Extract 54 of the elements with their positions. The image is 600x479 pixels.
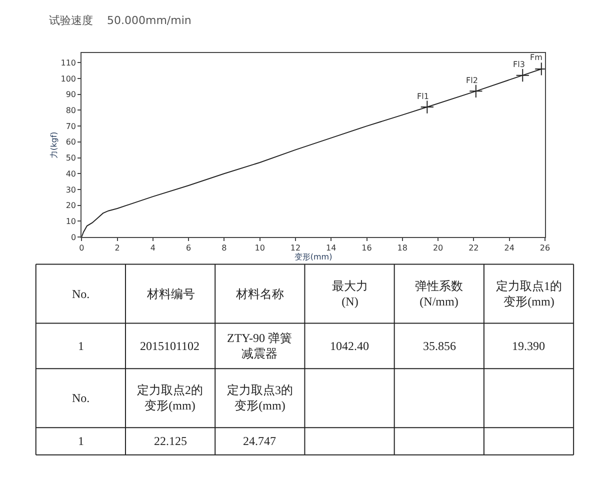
point — [469, 84, 483, 98]
annotation: Fl2 — [466, 76, 478, 85]
x-tick-label: 2 — [114, 244, 120, 253]
x-tick-label: 20 — [432, 244, 444, 253]
x-tick-label: 16 — [362, 244, 372, 253]
annotation: Fl1 — [417, 92, 429, 101]
y-tick-label: 0 — [70, 232, 76, 242]
x-tick-label: 14 — [326, 244, 336, 253]
y-tick-label: 70 — [66, 122, 76, 131]
x-tick-label: 22 — [468, 244, 479, 253]
annotation: Fl3 — [513, 60, 525, 69]
point — [516, 68, 530, 82]
text: 1 — [78, 339, 84, 353]
y-tick-label: 20 — [66, 201, 76, 210]
x-axis-title: 变形(mm) — [294, 252, 332, 262]
text: 22.125 — [154, 434, 187, 448]
y-tick-label: 80 — [66, 106, 76, 115]
x-tick-label: 8 — [222, 244, 227, 253]
x-tick-label: 18 — [397, 244, 408, 253]
text: 1 — [78, 434, 84, 448]
y-tick-label: 30 — [66, 185, 76, 194]
x-tick-label: 26 — [540, 244, 550, 253]
x-tick-label: 10 — [254, 244, 265, 253]
text: 定力取点1的变形(mm) — [496, 279, 562, 309]
x-tick-label: 6 — [186, 244, 192, 253]
x-tick-label: 12 — [290, 244, 301, 253]
text: No. — [72, 391, 90, 405]
y-tick-label: 110 — [60, 58, 76, 68]
point — [420, 100, 434, 114]
text: 24.747 — [243, 434, 276, 448]
text: 19.390 — [512, 339, 545, 353]
y-tick-label: 100 — [60, 74, 76, 84]
y-tick-label: 10 — [66, 216, 76, 226]
text: No. — [72, 287, 90, 301]
text: 弹性系数 (N/mm) — [415, 279, 463, 309]
chart-title: 试验速度 50.000mm/min — [49, 14, 192, 27]
y-tick-label: 90 — [66, 90, 76, 100]
y-tick-label: 60 — [66, 138, 76, 147]
y-tick-label: 40 — [66, 169, 76, 178]
text: 35.856 — [423, 339, 456, 353]
text: 定力取点3的变形(mm) — [227, 383, 293, 413]
text: 2015101102 — [140, 339, 200, 353]
x-tick-label: 24 — [504, 244, 514, 253]
text: 材料名称 — [235, 287, 284, 301]
x-tick-label: 0 — [79, 244, 84, 253]
text: 定力取点2的变形(mm) — [137, 383, 203, 413]
x-tick-label: 4 — [150, 244, 156, 253]
y-tick-label: 50 — [66, 154, 76, 163]
text: 材料编号 — [146, 287, 195, 301]
text: 最大力 (N) — [332, 279, 368, 309]
text: ZTY-90 弹簧减震器 — [227, 331, 292, 361]
y-axis-title: 力(kgf) — [49, 132, 58, 158]
annotation: Fm — [530, 53, 543, 62]
text: 1042.40 — [330, 339, 369, 353]
